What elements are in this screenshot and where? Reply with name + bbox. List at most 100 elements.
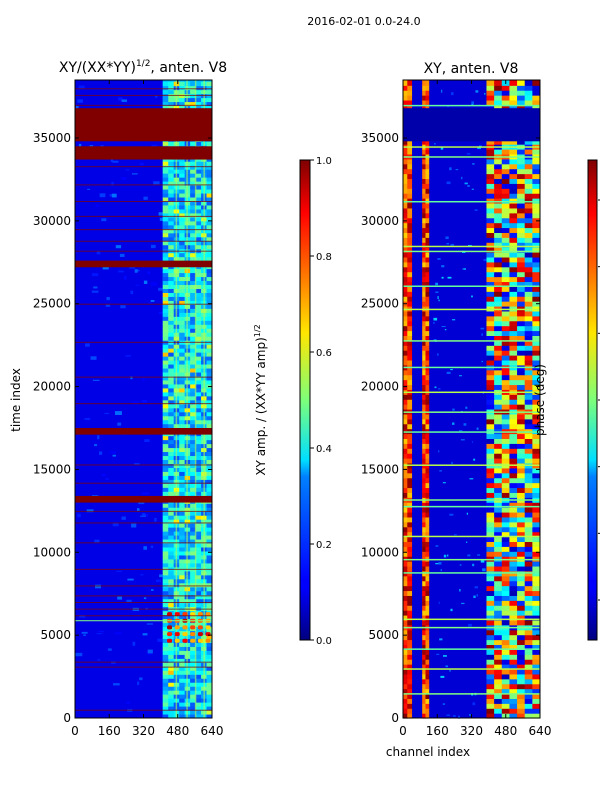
phase-cell: [425, 261, 430, 268]
amplitude-cell: [131, 523, 137, 528]
amplitude-cell: [162, 546, 169, 552]
amplitude-cell: [195, 368, 202, 373]
amplitude-cell: [143, 513, 148, 517]
amplitude-cell: [162, 344, 169, 349]
phase-cell: [422, 467, 426, 474]
phase-cell: [407, 610, 413, 616]
phase-cell: [517, 565, 526, 572]
phase-cell: [446, 242, 450, 245]
phase-cell: [425, 448, 430, 454]
phase-cell: [486, 404, 495, 410]
amplitude-cell: [206, 220, 213, 226]
amplitude-cell: [206, 702, 213, 707]
amplitude-cell: [162, 185, 169, 190]
phase-cell: [532, 673, 541, 680]
phase-cell: [524, 222, 533, 229]
amplitude-cell: [162, 570, 169, 576]
phase-cell: [422, 477, 426, 484]
phase-cell: [403, 359, 408, 366]
phase-cell: [532, 575, 541, 582]
amplitude-cell: [195, 105, 202, 111]
phase-cell: [517, 614, 526, 621]
phase-cell: [524, 467, 533, 474]
phase-cell: [509, 565, 518, 572]
amplitude-cell: [195, 284, 202, 289]
phase-cell: [425, 345, 430, 351]
amplitude-cell: [206, 479, 213, 484]
amplitude-cell: [179, 316, 186, 321]
phase-cell: [407, 467, 413, 474]
amplitude-cell: [168, 391, 175, 397]
amplitude-cell: [162, 686, 169, 691]
phase-cell: [509, 374, 518, 381]
phase-cell: [403, 374, 408, 381]
amplitude-cell: [179, 546, 186, 552]
phase-cell: [517, 217, 526, 224]
phase-cell: [501, 649, 510, 655]
phase-cell: [532, 266, 541, 273]
phase-cell: [472, 563, 475, 567]
amplitude-cell: [190, 312, 197, 317]
phase-cell: [425, 673, 430, 680]
amplitude-cell: [179, 602, 186, 608]
phase-cell: [509, 423, 518, 430]
phase-cell: [501, 237, 510, 243]
colorbar-tick-label: 0.4: [316, 444, 332, 455]
phase-cell: [524, 580, 533, 587]
amplitude-cell: [168, 662, 175, 667]
amplitude-cell: [168, 232, 175, 238]
phase-cell: [486, 173, 495, 180]
phase-cell: [494, 688, 503, 695]
phase-cell: [422, 193, 426, 199]
amplitude-cell: [206, 483, 213, 488]
amplitude-cell: [179, 475, 186, 480]
phase-cell: [501, 418, 510, 425]
amplitude-cell: [159, 311, 164, 315]
amplitude-cell: [142, 377, 145, 381]
phase-cell: [524, 325, 533, 332]
amplitude-cell: [190, 562, 197, 568]
phase-cell: [407, 173, 413, 180]
amplitude-cell: [168, 320, 175, 325]
phase-cell: [486, 266, 495, 273]
phase-cell: [486, 551, 495, 557]
phase-cell: [509, 448, 518, 454]
phase-cell: [509, 163, 518, 170]
phase-cell: [407, 634, 413, 641]
phase-cell: [524, 404, 533, 410]
phase-cell: [532, 163, 541, 170]
amplitude-cell: [195, 642, 202, 647]
amplitude-cell: [206, 698, 213, 703]
phase-cell: [501, 163, 510, 170]
phase-cell: [509, 296, 518, 302]
amplitude-colorbar-gradient: [299, 159, 311, 641]
amplitude-cell: [195, 558, 202, 564]
phase-cell: [517, 242, 526, 248]
amplitude-cell: [162, 674, 169, 679]
amplitude-cell: [179, 165, 186, 170]
phase-cell: [501, 168, 510, 175]
phase-cell: [403, 80, 408, 86]
y-tick-label: 30000: [33, 214, 71, 228]
amplitude-cell: [168, 407, 175, 413]
phase-cell: [524, 242, 533, 248]
amplitude-cell: [190, 646, 197, 651]
amplitude-cell: [179, 193, 186, 198]
phase-cell: [532, 99, 541, 106]
phase-cell: [501, 217, 510, 224]
phase-cell: [435, 282, 438, 286]
phase-cell: [425, 252, 430, 258]
phase-cell: [517, 227, 526, 233]
amplitude-cell: [179, 483, 186, 488]
phase-cell: [517, 335, 526, 341]
amplitude-cell: [162, 240, 169, 246]
amplitude-cell: [179, 634, 186, 639]
phase-cell: [403, 163, 408, 170]
phase-cell: [407, 227, 413, 233]
amplitude-cell: [195, 375, 202, 381]
amplitude-hot-cell: [174, 638, 180, 643]
amplitude-cell: [190, 435, 197, 441]
phase-cell: [486, 276, 495, 283]
amplitude-flagged-range: [75, 260, 212, 268]
phase-cell: [517, 413, 526, 420]
